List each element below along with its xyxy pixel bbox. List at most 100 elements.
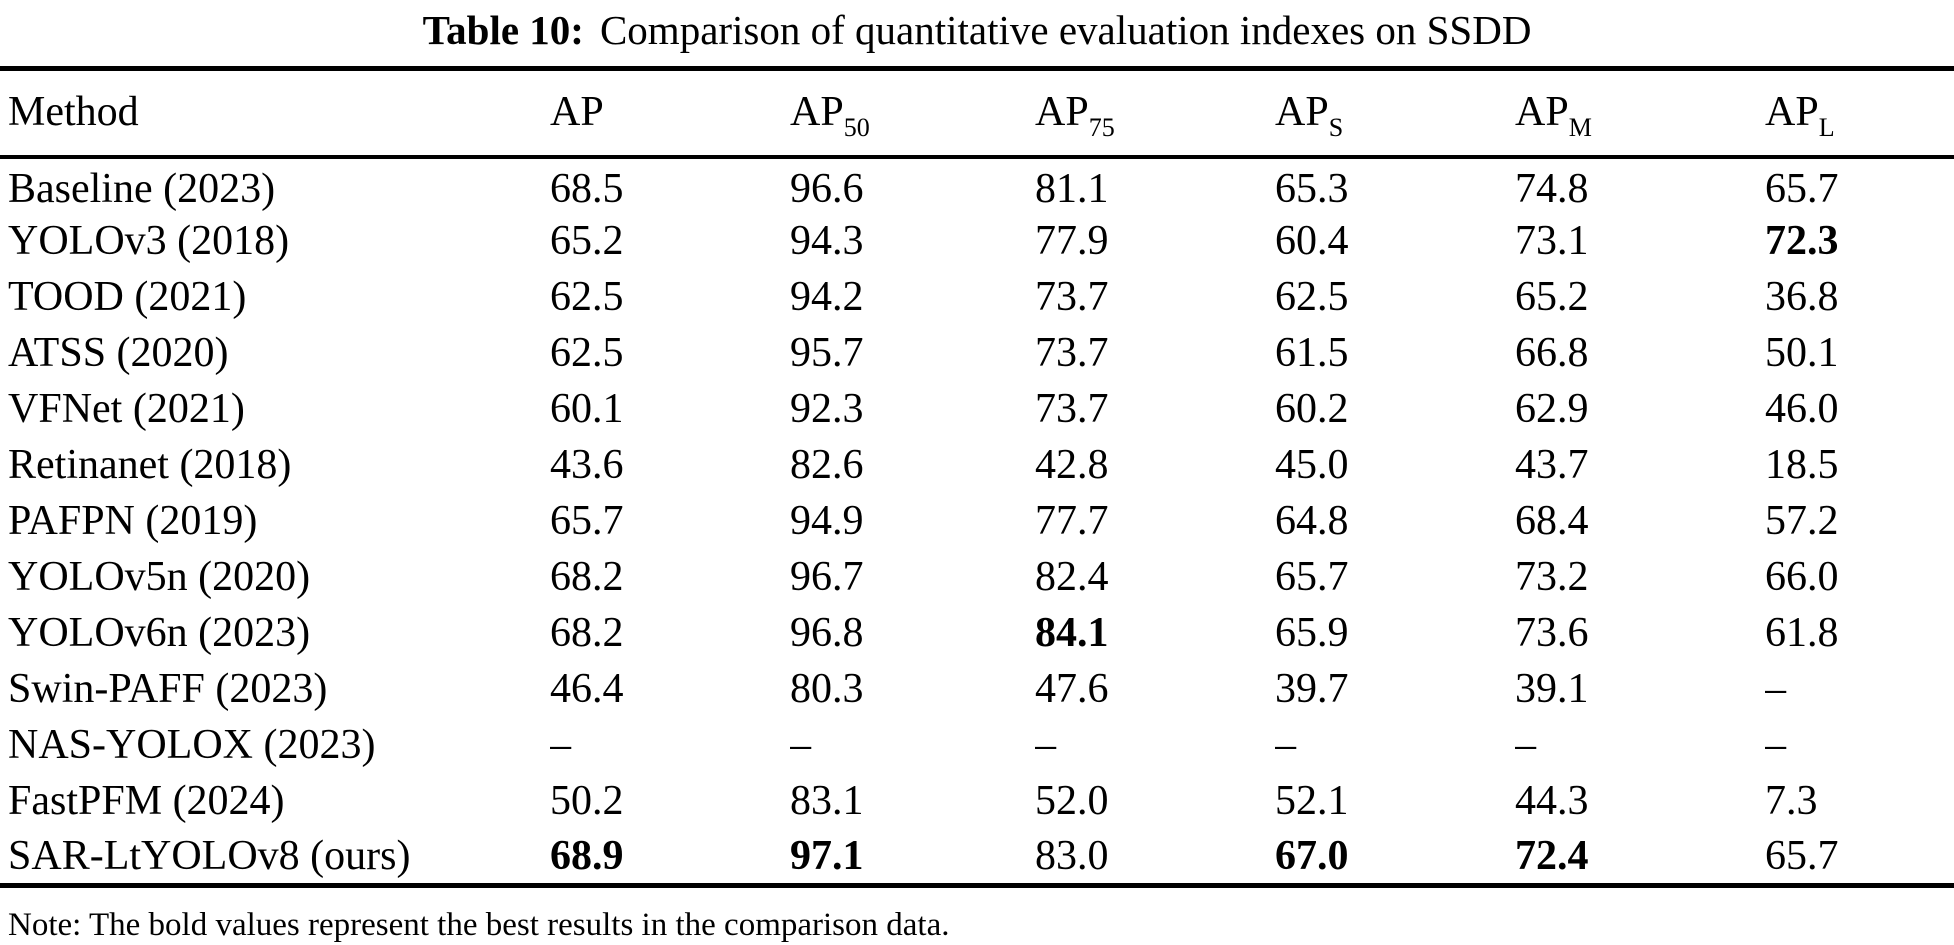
value-cell: 66.0 (1765, 549, 1954, 605)
value-cell: 67.0 (1275, 829, 1515, 885)
column-header-ap: AP (550, 69, 790, 158)
value-cell: 52.1 (1275, 773, 1515, 829)
method-cell: SAR-LtYOLOv8 (ours) (0, 829, 550, 885)
value-cell: 94.2 (790, 269, 1035, 325)
value-cell: – (550, 717, 790, 773)
value-cell: 65.2 (1515, 269, 1765, 325)
value-cell: 46.0 (1765, 381, 1954, 437)
method-cell: NAS-YOLOX (2023) (0, 717, 550, 773)
value-cell: 65.7 (1765, 829, 1954, 885)
value-cell: 52.0 (1035, 773, 1275, 829)
value-cell: 61.5 (1275, 325, 1515, 381)
value-cell: 68.2 (550, 605, 790, 661)
column-header-method: Method (0, 69, 550, 158)
column-header-subscript: L (1819, 113, 1835, 142)
value-cell: 97.1 (790, 829, 1035, 885)
method-cell: Baseline (2023) (0, 157, 550, 213)
value-cell: 82.4 (1035, 549, 1275, 605)
value-cell: 66.8 (1515, 325, 1765, 381)
value-cell: 36.8 (1765, 269, 1954, 325)
value-cell: 73.2 (1515, 549, 1765, 605)
method-cell: VFNet (2021) (0, 381, 550, 437)
method-cell: Retinanet (2018) (0, 437, 550, 493)
value-cell: 39.7 (1275, 661, 1515, 717)
table-caption-number: Table 10: (423, 7, 584, 53)
value-cell: 96.8 (790, 605, 1035, 661)
column-header-aps: APS (1275, 69, 1515, 158)
value-cell: – (1515, 717, 1765, 773)
value-cell: 68.4 (1515, 493, 1765, 549)
method-cell: YOLOv5n (2020) (0, 549, 550, 605)
value-cell: 65.7 (1765, 157, 1954, 213)
value-cell: 73.6 (1515, 605, 1765, 661)
value-cell: 62.9 (1515, 381, 1765, 437)
column-header-subscript: S (1329, 113, 1343, 142)
method-cell: YOLOv3 (2018) (0, 213, 550, 269)
value-cell: 96.7 (790, 549, 1035, 605)
value-cell: – (1035, 717, 1275, 773)
column-header-subscript: M (1569, 113, 1592, 142)
value-cell: 73.1 (1515, 213, 1765, 269)
value-cell: 77.9 (1035, 213, 1275, 269)
method-cell: Swin-PAFF (2023) (0, 661, 550, 717)
value-cell: 62.5 (1275, 269, 1515, 325)
method-cell: PAFPN (2019) (0, 493, 550, 549)
table-caption-text: Comparison of quantitative evaluation in… (600, 7, 1531, 53)
value-cell: 94.3 (790, 213, 1035, 269)
value-cell: 65.9 (1275, 605, 1515, 661)
value-cell: 57.2 (1765, 493, 1954, 549)
value-cell: 74.8 (1515, 157, 1765, 213)
value-cell: 43.7 (1515, 437, 1765, 493)
value-cell: 46.4 (550, 661, 790, 717)
value-cell: 60.2 (1275, 381, 1515, 437)
column-header-subscript: 75 (1089, 113, 1115, 142)
value-cell: 80.3 (790, 661, 1035, 717)
value-cell: 45.0 (1275, 437, 1515, 493)
value-cell: 83.1 (790, 773, 1035, 829)
method-cell: ATSS (2020) (0, 325, 550, 381)
value-cell: 50.1 (1765, 325, 1954, 381)
method-cell: FastPFM (2024) (0, 773, 550, 829)
value-cell: 62.5 (550, 269, 790, 325)
table-caption: Table 10: Comparison of quantitative eval… (0, 0, 1954, 66)
value-cell: 65.7 (550, 493, 790, 549)
value-cell: 43.6 (550, 437, 790, 493)
value-cell: 77.7 (1035, 493, 1275, 549)
value-cell: – (1275, 717, 1515, 773)
value-cell: – (790, 717, 1035, 773)
value-cell: 42.8 (1035, 437, 1275, 493)
value-cell: 62.5 (550, 325, 790, 381)
value-cell: 60.4 (1275, 213, 1515, 269)
value-cell: 39.1 (1515, 661, 1765, 717)
value-cell: 73.7 (1035, 381, 1275, 437)
value-cell: 68.9 (550, 829, 790, 885)
method-cell: TOOD (2021) (0, 269, 550, 325)
column-header-apm: APM (1515, 69, 1765, 158)
value-cell: 95.7 (790, 325, 1035, 381)
value-cell: 68.2 (550, 549, 790, 605)
value-cell: 84.1 (1035, 605, 1275, 661)
value-cell: 96.6 (790, 157, 1035, 213)
value-cell: 82.6 (790, 437, 1035, 493)
column-header-ap75: AP75 (1035, 69, 1275, 158)
value-cell: 73.7 (1035, 325, 1275, 381)
table-row: NAS-YOLOX (2023)–––––– (0, 717, 1954, 773)
value-cell: 47.6 (1035, 661, 1275, 717)
value-cell: 65.3 (1275, 157, 1515, 213)
value-cell: – (1765, 717, 1954, 773)
column-header-ap50: AP50 (790, 69, 1035, 158)
value-cell: – (1765, 661, 1954, 717)
value-cell: 83.0 (1035, 829, 1275, 885)
value-cell: 65.7 (1275, 549, 1515, 605)
value-cell: 18.5 (1765, 437, 1954, 493)
